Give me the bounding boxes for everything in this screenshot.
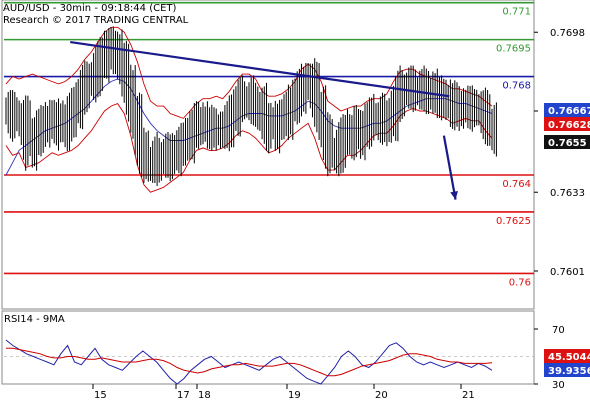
time-tick-label: 21 — [462, 390, 475, 400]
level-label: 0.764 — [502, 179, 531, 190]
rsi-tick-label: 70 — [552, 325, 565, 336]
price-tag — [544, 117, 590, 131]
time-axis: 15 17 18 19 20 21 — [92, 384, 475, 400]
level-label: 0.7625 — [496, 216, 531, 227]
price-tag-label: 0.76628 — [548, 120, 590, 131]
price-panel — [1, 0, 535, 310]
price-tag-label: 0.7655 — [548, 138, 587, 149]
rsi-lines: 70 30 45.5044 39.9356 — [4, 325, 590, 391]
chart-title: AUD/USD - 30min - 09:18:44 (CET) — [3, 3, 177, 14]
price-tag-label: 0.76667 — [548, 106, 590, 117]
level-label: 0.76 — [509, 277, 531, 288]
time-tick-label: 19 — [288, 390, 301, 400]
level-label: 0.7695 — [496, 44, 531, 55]
time-tick-label: 15 — [94, 390, 107, 400]
trend-annotations — [70, 40, 458, 200]
level-label: 0.768 — [502, 81, 531, 92]
time-tick-label: 18 — [198, 390, 211, 400]
rsi-tag — [544, 363, 590, 377]
price-tag — [544, 135, 590, 149]
level-label: 0.771 — [502, 7, 531, 18]
rsi-signal-line — [6, 347, 493, 377]
price-tags: 0.76667 0.76628 0.7655 — [544, 103, 590, 149]
level-lines: 0.771 0.7695 0.768 0.764 0.7625 0.76 — [4, 1, 534, 288]
time-tick-label: 17 — [177, 390, 190, 400]
forecast-arrow-shaft — [442, 135, 457, 200]
price-bars — [5, 26, 497, 186]
price-tag — [544, 103, 590, 117]
price-tick-label: 0.7601 — [550, 267, 585, 278]
rsi-title: RSI14 - 9MA — [4, 314, 65, 325]
bollinger-lower-line — [5, 103, 493, 193]
time-tick-label: 20 — [375, 390, 388, 400]
rsi-tag — [544, 349, 590, 363]
price-tick-label: 0.7633 — [550, 188, 585, 199]
rsi-tick-label: 30 — [552, 380, 565, 391]
chart-credit: Research © 2017 TRADING CENTRAL — [3, 15, 189, 26]
price-tick-label: 0.7698 — [550, 28, 585, 39]
trend-line — [70, 40, 450, 98]
rsi-panel — [1, 310, 535, 385]
rsi-line — [5, 339, 493, 385]
forecast-arrow-head — [450, 190, 458, 200]
rsi-tag-label: 39.9356 — [548, 366, 590, 377]
rsi-tag-label: 45.5044 — [548, 352, 590, 363]
